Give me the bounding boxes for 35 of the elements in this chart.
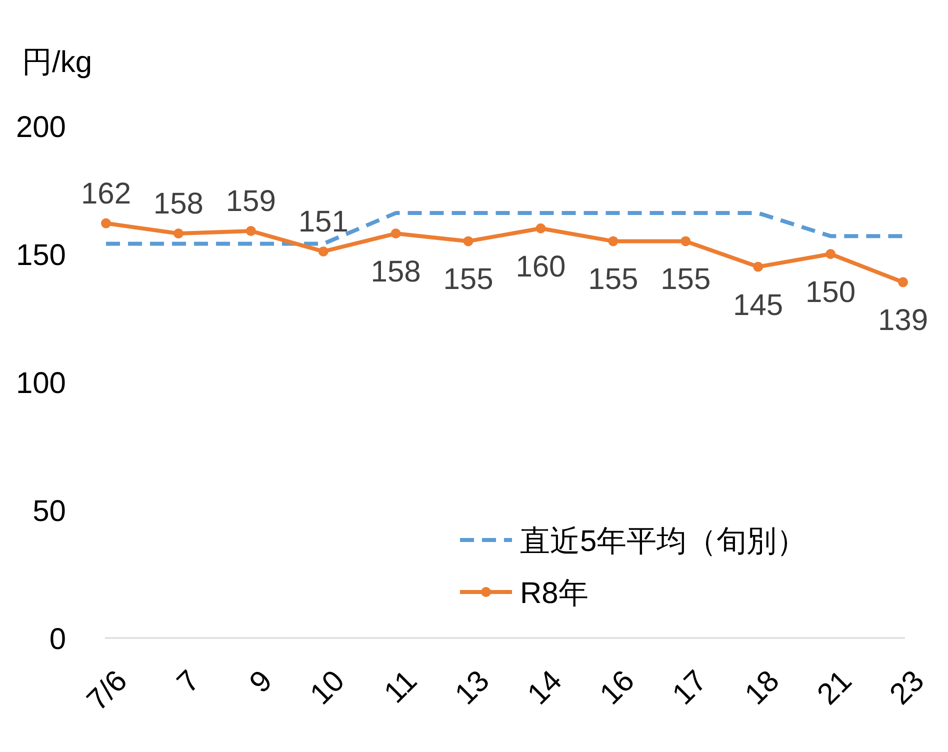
x-tick-label: 14 — [521, 664, 568, 712]
y-tick-label: 150 — [16, 239, 66, 272]
y-tick-label: 50 — [32, 495, 66, 528]
data-label: 145 — [733, 288, 784, 322]
data-label: 150 — [806, 276, 856, 309]
x-tick-label: 13 — [448, 664, 496, 712]
data-label: 158 — [153, 188, 204, 221]
x-tick-label: 16 — [594, 664, 641, 712]
y-tick-label: 100 — [16, 367, 66, 400]
data-label: 160 — [516, 250, 566, 284]
data-label: 155 — [660, 263, 711, 296]
point — [826, 249, 836, 259]
y-tick-label: 0 — [49, 623, 66, 656]
legend-label: R8年 — [520, 577, 588, 610]
legend-label: 直近5年平均（旬別） — [520, 525, 807, 558]
x-tick-label: 9 — [243, 664, 279, 700]
x-tick-label: 11 — [378, 664, 424, 710]
data-label: 155 — [443, 263, 494, 296]
x-tick-label: 23 — [884, 664, 931, 712]
x-tick-label: 7/6 — [80, 664, 134, 718]
data-label: 155 — [588, 263, 638, 296]
data-label: 159 — [226, 184, 276, 218]
x-tick-label: 17 — [666, 664, 714, 712]
y-axis-title: 円/kg — [22, 46, 92, 79]
data-label: 139 — [878, 304, 928, 338]
x-tick-label: 18 — [738, 664, 786, 712]
data-label: 162 — [80, 177, 132, 210]
point — [753, 262, 764, 272]
x-tick-label: 7 — [170, 664, 206, 700]
x-tick-label: 10 — [304, 664, 352, 712]
x-tick-label: 21 — [811, 664, 858, 712]
point — [898, 277, 908, 288]
point — [318, 246, 328, 256]
data-label: 158 — [370, 256, 421, 289]
y-tick-label: 200 — [16, 111, 66, 144]
